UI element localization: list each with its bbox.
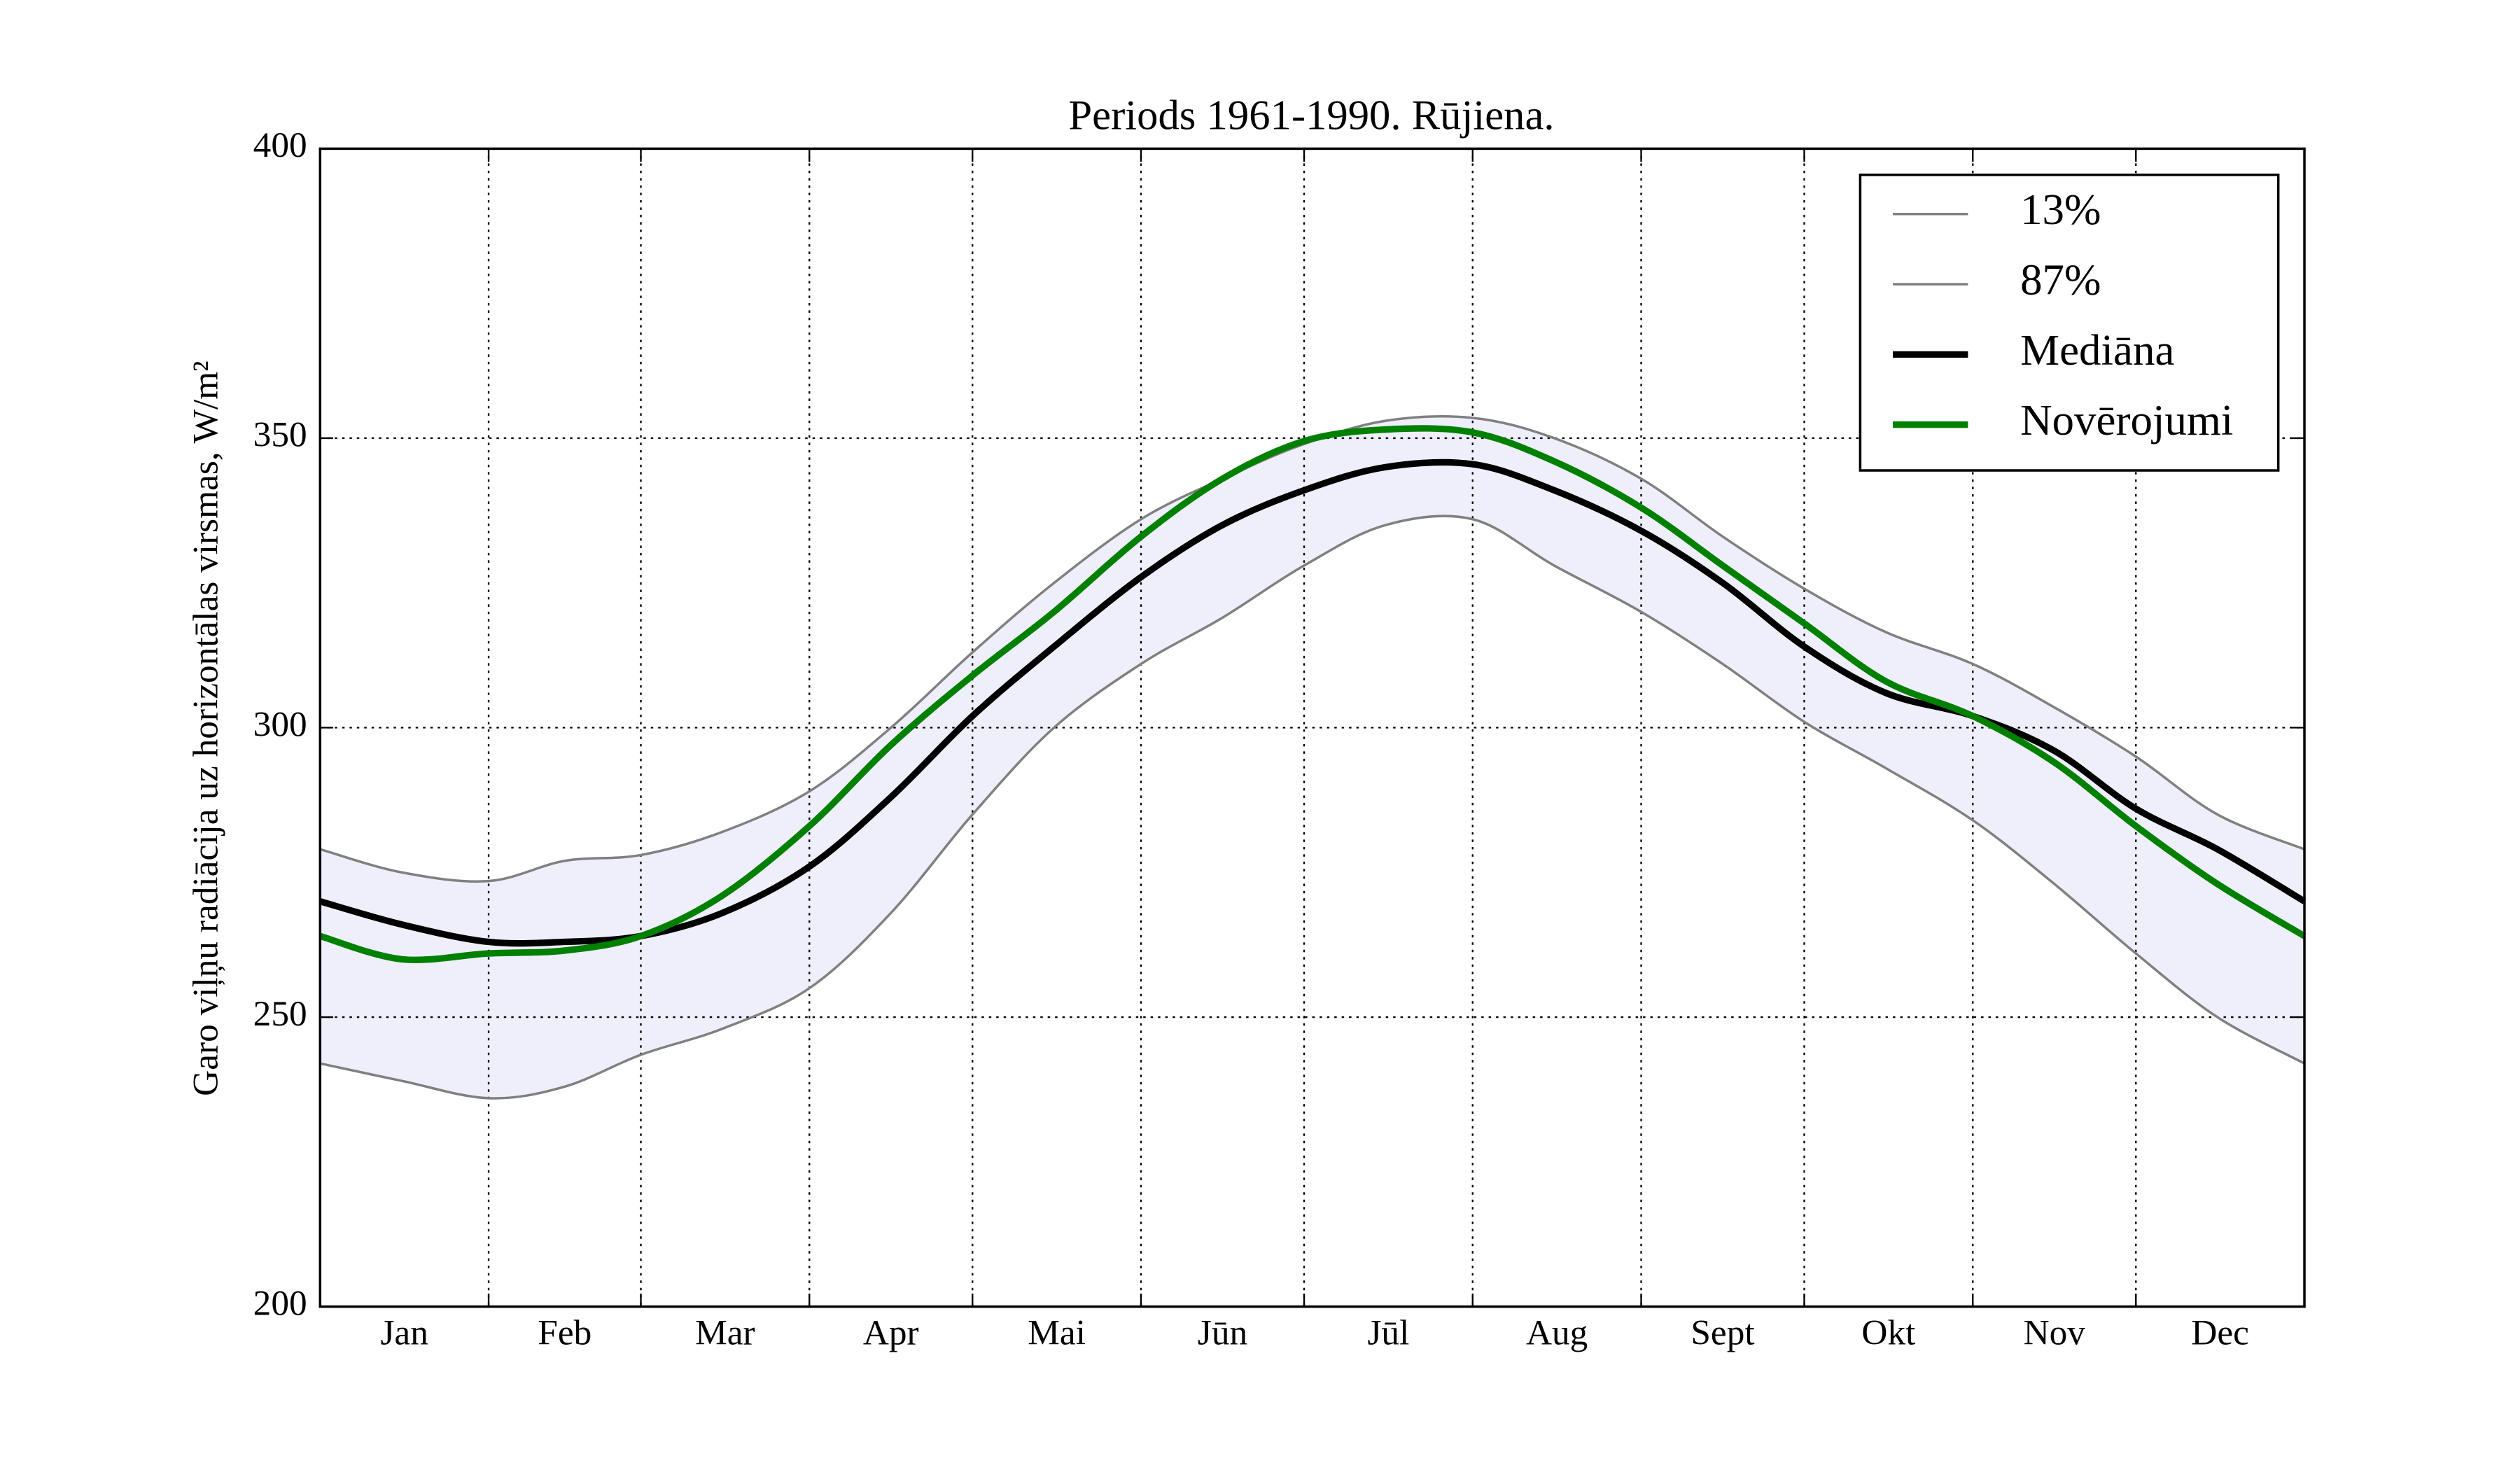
legend-label: Mediāna [2020, 326, 2174, 374]
band [320, 416, 2305, 1099]
x-tick-label: Sept [1690, 1312, 1754, 1352]
x-tick-label: Jan [380, 1312, 428, 1352]
legend-label: 87% [2020, 255, 2101, 304]
x-tick-label: Jūl [1367, 1312, 1409, 1352]
x-tick-label: Apr [863, 1312, 919, 1352]
plot-frame [318, 147, 2306, 1308]
legend-label: 13% [2020, 185, 2101, 234]
y-tick-label: 300 [253, 704, 307, 744]
legend-label: Novērojumi [2020, 396, 2233, 444]
y-tick-label: 200 [253, 1283, 307, 1323]
x-tick-label: Jūn [1198, 1312, 1247, 1352]
x-tick-label: Aug [1526, 1312, 1588, 1352]
legend-frame [1858, 173, 2280, 472]
x-tick-label: Mai [1028, 1312, 1086, 1352]
y-tick-label: 350 [253, 415, 307, 455]
x-tick-label: Dec [2191, 1312, 2249, 1352]
x-tick-label: Feb [538, 1312, 592, 1352]
legend: 13% 87% Mediāna Novērojumi [1858, 173, 2280, 472]
y-tick-label: 250 [253, 994, 307, 1034]
line [319, 514, 2305, 1100]
y-axis-label: Garo viļņu radiācija uz horizontālas vir… [186, 360, 225, 1096]
x-tick-label: Nov [2024, 1312, 2086, 1352]
x-tick-label: Okt [1861, 1312, 1915, 1352]
x-tick-label: Mar [695, 1312, 755, 1352]
chart-title: Periods 1961-1990. Rūjiena. [1068, 92, 1554, 139]
line [318, 425, 2306, 963]
y-tick-label: 400 [253, 125, 307, 165]
